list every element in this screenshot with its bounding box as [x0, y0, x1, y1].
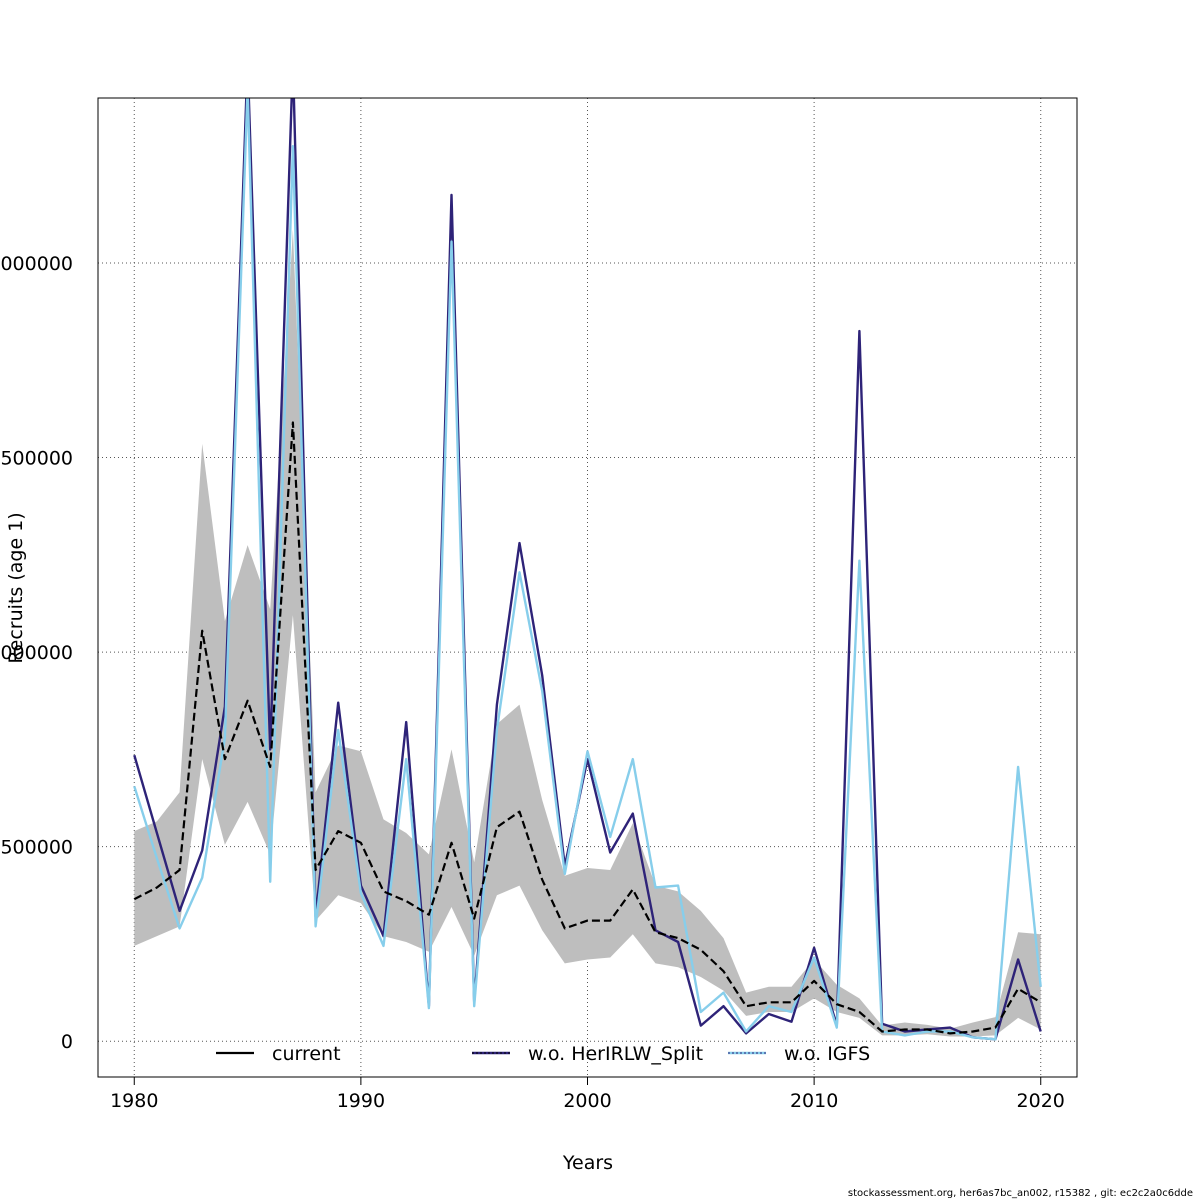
y-tick-label: 1500000: [0, 448, 73, 470]
legend-label-igfs: w.o. IGFS: [784, 1043, 870, 1065]
x-tick-label: 2020: [1017, 1090, 1065, 1112]
confidence-band-layer: [134, 229, 1041, 1037]
x-tick-label: 2000: [563, 1090, 611, 1112]
y-axis: 0 500000 1000000 1500000 2000000: [0, 253, 73, 1053]
x-tick-label: 1990: [337, 1090, 385, 1112]
series-line-w-o-herirlw-split: [133, 98, 1042, 1041]
series-line-w-o-igfs: [133, 98, 1042, 1041]
x-tick-label: 2010: [790, 1090, 838, 1112]
legend-label-herirlw: w.o. HerIRLW_Split: [528, 1043, 703, 1065]
x-axis-title: Years: [562, 1152, 613, 1174]
y-tick-label: 0: [61, 1031, 73, 1053]
legend: current w.o. HerIRLW_Split w.o. IGFS: [216, 1043, 870, 1065]
series-layer: [133, 98, 1042, 1041]
x-axis: 1980 1990 2000 2010 2020: [110, 1077, 1065, 1112]
confidence-band: [134, 229, 1041, 1037]
y-axis-title: Recruits (age 1): [5, 512, 27, 663]
x-tick-label: 1980: [110, 1090, 158, 1112]
y-tick-label: 500000: [0, 837, 73, 859]
footer-note: stockassessment.org, her6as7bc_an002, r1…: [848, 1188, 1193, 1199]
y-tick-label: 2000000: [0, 253, 73, 275]
y-tick-label: 1000000: [0, 642, 73, 664]
series-line-current: [133, 421, 1042, 1035]
legend-label-current: current: [272, 1043, 341, 1065]
